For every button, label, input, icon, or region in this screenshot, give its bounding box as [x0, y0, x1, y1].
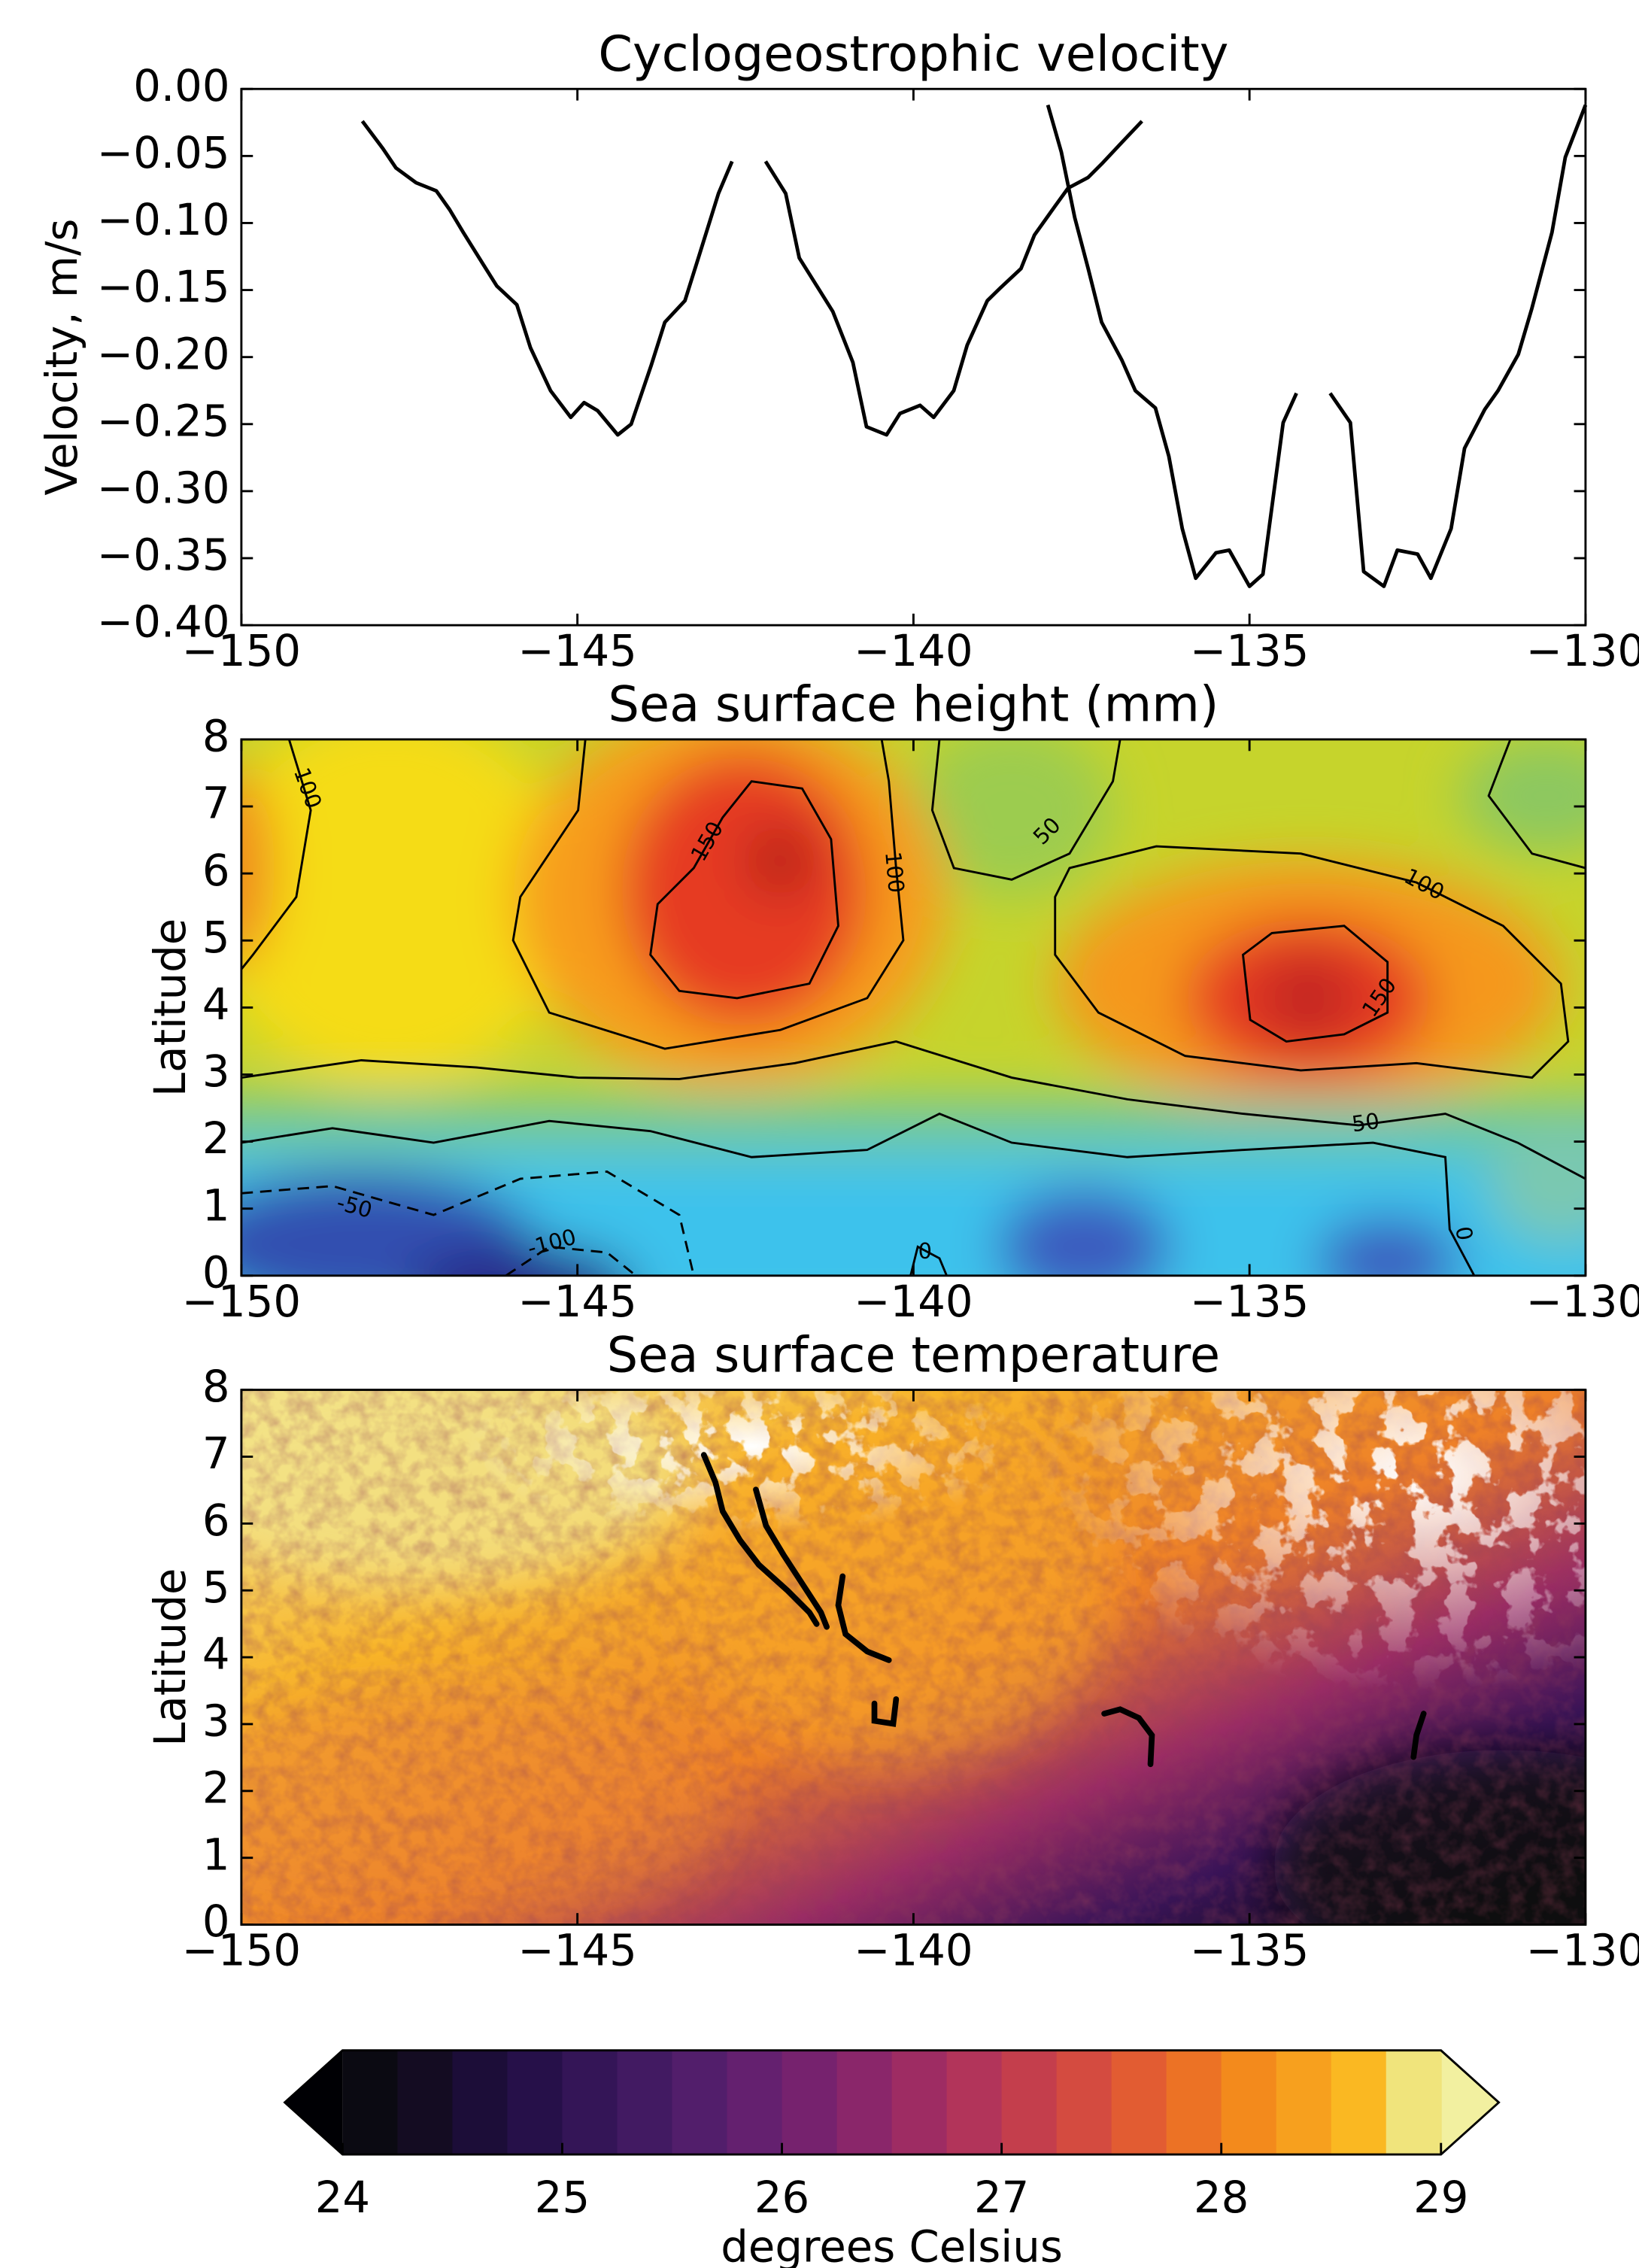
x-tick-label: −150	[182, 625, 301, 676]
y-tick-label: 3	[202, 1046, 230, 1097]
y-tick-label: 8	[202, 1361, 230, 1412]
colorbar-segment	[1331, 2050, 1387, 2155]
line	[360, 104, 1588, 588]
x-tick-label: −130	[1526, 1276, 1639, 1327]
x-tick-label: −140	[854, 1925, 973, 1976]
y-tick-label: 6	[202, 845, 230, 896]
y-tick-label: 0	[202, 1246, 230, 1298]
x-tick-label: −135	[1190, 1276, 1309, 1327]
y-tick-label: −0.30	[97, 463, 230, 514]
y-tick-label: 8	[202, 711, 230, 762]
colorbar-segment	[836, 2050, 893, 2155]
colorbar-segment	[1001, 2050, 1058, 2155]
contour-label: 0	[1450, 1225, 1478, 1243]
axes-layer: −150 −145 −140 −135 −130 0.00 −0.05 −0.10 −0.15 −…	[36, 26, 1639, 2268]
sst-field	[241, 1389, 1586, 1925]
y-tick-label: −0.05	[97, 127, 230, 178]
colorbar-tick-label: 29	[1413, 2172, 1468, 2223]
colorbar-segment	[1166, 2050, 1222, 2155]
contour-label: 100	[880, 851, 909, 894]
y-tick-label: −0.20	[97, 328, 230, 379]
x-tick-label: −150	[182, 1925, 301, 1976]
y-tick-label: −0.40	[97, 597, 230, 648]
colorbar-segment	[507, 2050, 563, 2155]
x-tick-label: −145	[518, 1925, 637, 1976]
y-tick-label: −0.15	[97, 261, 230, 312]
colorbar-over	[1440, 2050, 1499, 2155]
y-tick-label: 5	[202, 912, 230, 963]
colorbar-segment	[1276, 2050, 1332, 2155]
x-tick-label: −135	[1190, 1925, 1309, 1976]
y-axis-label: Velocity, m/s	[36, 219, 87, 496]
y-tick-label: 4	[202, 1629, 230, 1680]
colorbar-segment	[617, 2050, 673, 2155]
colorbar-segment	[452, 2050, 508, 2155]
y-tick-label: 2	[202, 1113, 230, 1164]
x-tick-label: −140	[854, 625, 973, 676]
colorbar-tick-label: 26	[754, 2172, 809, 2223]
chart-title: Sea surface temperature	[607, 1326, 1220, 1383]
chart-title: Cyclogeostrophic velocity	[598, 26, 1228, 83]
colorbar-segment	[891, 2050, 948, 2155]
y-tick-label: 0	[202, 1896, 230, 1947]
axes-frame	[240, 87, 1587, 627]
contour-label: 50	[1350, 1108, 1381, 1137]
y-tick-label: 7	[202, 778, 230, 829]
colorbar-label: degrees Celsius	[721, 2221, 1063, 2268]
colorbar-segment	[727, 2050, 783, 2155]
y-tick-label: 0.00	[133, 60, 229, 111]
y-tick-label: 7	[202, 1428, 230, 1479]
chart-title: Sea surface height (mm)	[608, 676, 1219, 733]
x-tick-label: −135	[1190, 625, 1309, 676]
colorbar-segment	[946, 2050, 1003, 2155]
y-tick-label: 6	[202, 1495, 230, 1546]
y-tick-label: −0.25	[97, 395, 230, 446]
x-tick-label: −150	[182, 1276, 301, 1327]
ssh-field: 100 150 100 50 100 150 50 0 -50 -100 0	[241, 739, 1586, 1276]
colorbar-segment	[1221, 2050, 1277, 2155]
colorbar-segment	[1056, 2050, 1112, 2155]
y-tick-label: 1	[202, 1180, 230, 1231]
y-tick-label: −0.35	[97, 530, 230, 581]
colorbar-segment	[562, 2050, 618, 2155]
x-tick-label: −145	[518, 1276, 637, 1327]
contour-label: 0	[918, 1238, 932, 1264]
x-tick-label: −140	[854, 1276, 973, 1327]
colorbar-under	[284, 2050, 343, 2155]
y-tick-label: 2	[202, 1762, 230, 1813]
colorbar-segment	[1386, 2050, 1442, 2155]
x-tick-label: −130	[1526, 625, 1639, 676]
y-tick-label: 5	[202, 1562, 230, 1613]
y-axis-label: Latitude	[144, 1568, 196, 1747]
colorbar-segment	[782, 2050, 838, 2155]
y-tick-label: 1	[202, 1829, 230, 1880]
colorbar-segment	[342, 2050, 399, 2155]
colorbar-tick-label: 25	[535, 2172, 590, 2223]
y-axis-label: Latitude	[144, 918, 196, 1097]
x-tick-label: −130	[1526, 1925, 1639, 1976]
colorbar-segment	[672, 2050, 728, 2155]
y-tick-label: 4	[202, 979, 230, 1030]
colorbar-tick-label: 24	[315, 2172, 370, 2223]
colorbar-segment	[397, 2050, 454, 2155]
y-tick-label: 3	[202, 1696, 230, 1747]
x-tick-label: −145	[518, 625, 637, 676]
colorbar-tick-label: 28	[1194, 2172, 1249, 2223]
colorbar-tick-label: 27	[974, 2172, 1029, 2223]
front-lines	[700, 1452, 1427, 1768]
y-tick-label: −0.10	[97, 194, 230, 245]
colorbar-segment	[1111, 2050, 1167, 2155]
